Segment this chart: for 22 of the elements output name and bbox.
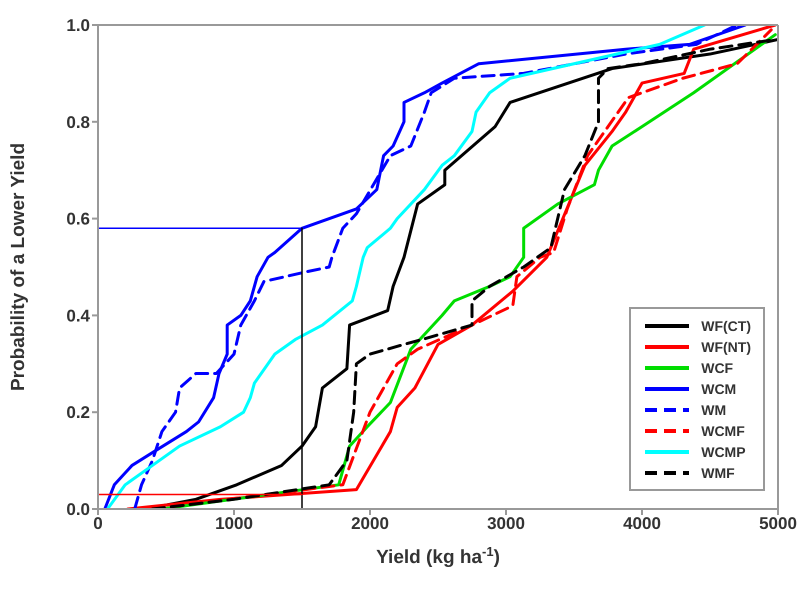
- legend-label: WCF: [701, 360, 734, 376]
- y-tick-label: 0.0: [66, 500, 90, 520]
- x-tick-label: 1000: [215, 514, 253, 534]
- y-tick-label: 0.2: [66, 403, 90, 422]
- y-axis-title: Probability of a Lower Yield: [8, 142, 29, 392]
- y-tick-label: 0.4: [66, 306, 91, 326]
- legend-label: WCMF: [701, 422, 745, 438]
- x-tick-label: 2000: [351, 514, 389, 534]
- x-tick-label: 3000: [487, 514, 525, 534]
- legend-label: WM: [701, 402, 726, 418]
- y-tick-label: 1.0: [66, 16, 90, 36]
- legend-label: WF(CT): [701, 318, 751, 334]
- legend-label: WMF: [701, 464, 735, 480]
- y-tick-label: 0.6: [66, 210, 90, 229]
- x-tick-label: 4000: [623, 514, 661, 534]
- legend-label: WF(NT): [701, 338, 751, 354]
- y-tick-label: 0.8: [66, 112, 90, 132]
- legend-label: WCM: [701, 380, 736, 396]
- x-tick-label: 0: [93, 514, 103, 534]
- x-tick-label: 5000: [759, 514, 797, 534]
- x-axis-title: Yield (kg ha$^{-1}$): [376, 544, 500, 568]
- legend-label: WCMP: [701, 444, 746, 460]
